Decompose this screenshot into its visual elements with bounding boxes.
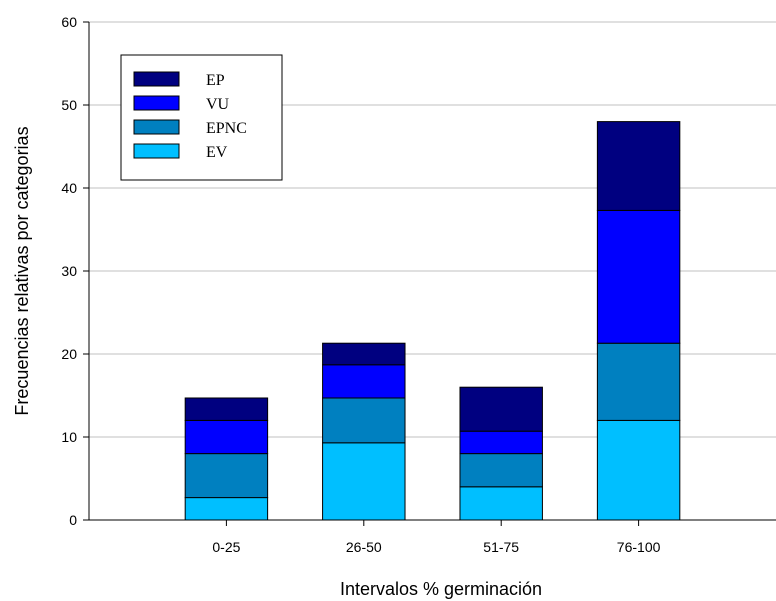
- y-ticks: 0 10 20 30 40 50 60: [61, 14, 89, 528]
- legend-swatch-ep: [133, 71, 180, 87]
- bar-segment-ev: [184, 497, 269, 521]
- legend-label-ev: EV: [206, 144, 228, 161]
- bar-segment-epnc: [322, 397, 406, 444]
- bar-segment-vu: [184, 419, 269, 455]
- bar-segment-epnc: [596, 342, 681, 421]
- x-tick-label: 76-100: [617, 539, 661, 555]
- bar-segment-vu: [459, 430, 543, 455]
- x-ticks: 0-25 26-50 51-75 76-100: [212, 520, 661, 555]
- y-tick-label: 30: [61, 263, 77, 279]
- legend-label-vu: VU: [206, 96, 230, 113]
- bar-segment-ev: [459, 486, 543, 521]
- bar-segment-epnc: [459, 453, 543, 488]
- y-tick-label: 10: [61, 429, 77, 445]
- y-tick-label: 50: [61, 97, 77, 113]
- y-tick-label: 60: [61, 14, 77, 30]
- x-tick-label: 26-50: [346, 539, 382, 555]
- y-tick-label: 40: [61, 180, 77, 196]
- bar-segment-ev: [322, 442, 406, 521]
- bar-segment-vu: [322, 364, 406, 399]
- x-axis-title: Intervalos % germinación: [340, 579, 542, 599]
- legend-box: [120, 54, 283, 181]
- bar-segment-ep: [459, 386, 543, 432]
- y-tick-label: 20: [61, 346, 77, 362]
- legend-label-epnc: EPNC: [206, 120, 247, 137]
- x-tick-label: 0-25: [212, 539, 240, 555]
- y-tick-label: 0: [69, 512, 77, 528]
- bar-segment-ep: [184, 397, 269, 421]
- bar-segment-epnc: [184, 453, 269, 499]
- legend: EP VU EPNC EV: [120, 54, 283, 181]
- bar-segment-ep: [322, 342, 406, 366]
- bar-segment-vu: [596, 209, 681, 344]
- bars: [184, 121, 681, 521]
- bar-segment-ev: [596, 419, 681, 521]
- x-tick-label: 51-75: [483, 539, 519, 555]
- legend-swatch-vu: [133, 95, 180, 111]
- y-axis-title: Frecuencias relativas por categorias: [12, 126, 32, 415]
- bar-segment-ep: [596, 121, 681, 211]
- legend-swatch-ev: [133, 143, 180, 159]
- legend-swatch-epnc: [133, 119, 180, 135]
- legend-label-ep: EP: [206, 72, 225, 89]
